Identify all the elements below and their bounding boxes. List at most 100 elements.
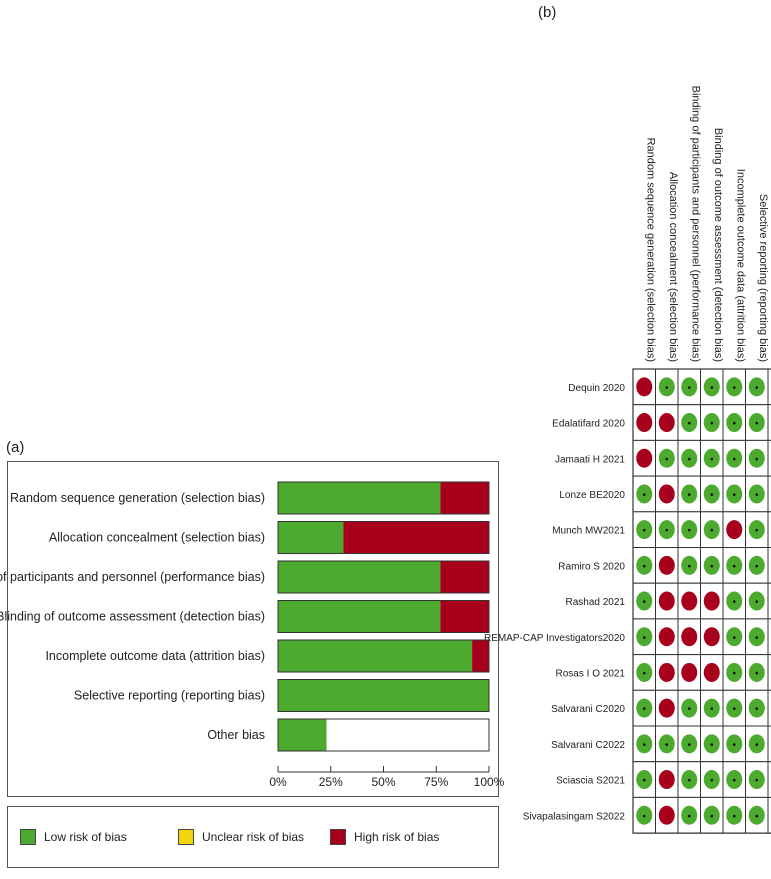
rating-low-dot [636,555,653,575]
legend-item-low: Low risk of bias [20,829,127,845]
rating-symbol: • [642,740,646,751]
rating-low-dot [703,484,720,504]
rating-low-dot [703,698,720,718]
panel-label-a: (a) [6,439,25,456]
bar-segment-high [343,521,489,554]
rating-low-dot [748,698,765,718]
rating-high-dot [658,805,675,825]
rating-symbol: • [710,776,714,787]
rating-low-dot [703,555,720,575]
rating-low-dot [681,520,698,540]
rating-low-dot [681,448,698,468]
rating-symbol: • [755,597,759,608]
rating-symbol: • [642,633,646,644]
rating-low-dot [748,448,765,468]
rating-symbol: • [642,597,646,608]
rating-symbol: • [687,811,691,822]
rating-symbol: • [710,383,714,394]
rating-low-dot [658,734,675,754]
rating-symbol: • [710,811,714,822]
grid-cell [767,689,771,727]
rating-symbol: • [755,704,759,715]
rating-symbol: • [710,490,714,501]
domain-column-label: Allocation concealment (selection bias) [667,172,679,362]
rating-symbol: • [642,668,646,679]
rating-symbol: • [755,490,759,501]
rating-symbol: • [732,740,736,751]
rating-symbol: • [755,668,759,679]
rating-symbol: • [710,419,714,430]
rating-high-dot [658,662,675,682]
rating-symbol: • [755,561,759,572]
study-label: Rosas I O 2021 [556,668,626,679]
category-label: Random sequence generation (selection bi… [10,491,265,505]
grid-border [632,368,771,834]
rating-low-dot [703,805,720,825]
rating-symbol: • [732,454,736,465]
grid-cell [767,404,771,441]
bar-outline [277,679,490,712]
x-tick-label: 0% [269,775,287,789]
rating-symbol: • [732,383,736,394]
rating-high-dot [681,627,698,647]
rating-low-dot [636,805,653,825]
bar-segment-high [440,561,489,593]
study-label: Jamaati H 2021 [555,454,625,465]
rating-low-dot [748,555,765,575]
legend-swatch-high [330,829,346,845]
study-label: Ramiro S 2020 [558,561,625,572]
bar-segment-low [278,600,441,633]
rating-symbol: • [687,419,691,430]
rating-low-dot [748,520,765,540]
rating-symbol: • [755,526,759,537]
rating-symbol: • [755,633,759,644]
rating-symbol: • [732,597,736,608]
rating-high-dot [636,413,653,433]
study-label: REMAP-CAP Investigators2020 [484,633,625,644]
rating-low-dot [703,413,720,433]
bar-outline [277,600,490,633]
rating-symbol: • [710,526,714,537]
rating-low-dot [748,413,765,433]
rating-low-dot [703,520,720,540]
rating-symbol: • [687,383,691,394]
bar-segment-low [278,561,441,593]
rating-low-dot [681,698,698,718]
x-tick-label: 50% [371,775,395,789]
bar-segment-low [278,640,473,672]
rating-symbol: • [732,633,736,644]
rating-low-dot [681,770,698,790]
rating-low-dot [748,484,765,504]
rating-low-dot [726,698,743,718]
rating-symbol: • [710,740,714,751]
rating-symbol: • [665,740,669,751]
grid-cell [767,475,771,513]
domain-column-label: Incomplete outcome data (attrition bias) [734,169,746,362]
rating-symbol: • [665,454,669,465]
legend-swatch-low [20,829,36,845]
study-label: Edalatifard 2020 [552,419,625,430]
rating-low-dot [726,662,743,682]
study-label: Lonze BE2020 [559,490,625,501]
bar-outline [277,481,490,515]
rating-low-dot [681,555,698,575]
rating-low-dot [636,627,653,647]
rating-low-dot [636,520,653,540]
rating-low-dot [726,413,743,433]
rating-low-dot [703,448,720,468]
panel-label-b: (b) [538,4,557,21]
rating-symbol: • [642,811,646,822]
domain-column-label: Binding of outcome assessment (detection… [712,128,724,362]
bar-segment-low [278,482,441,514]
rating-high-dot [658,591,675,611]
rating-low-dot [726,448,743,468]
rating-symbol: • [732,490,736,501]
rating-low-dot [726,484,743,504]
rating-high-dot [658,698,675,718]
rating-symbol: • [755,454,759,465]
category-label: Blinding of participants and personnel (… [0,570,265,584]
legend-label-low: Low risk of bias [44,830,127,844]
rating-low-dot [703,377,720,397]
rating-low-dot [726,734,743,754]
